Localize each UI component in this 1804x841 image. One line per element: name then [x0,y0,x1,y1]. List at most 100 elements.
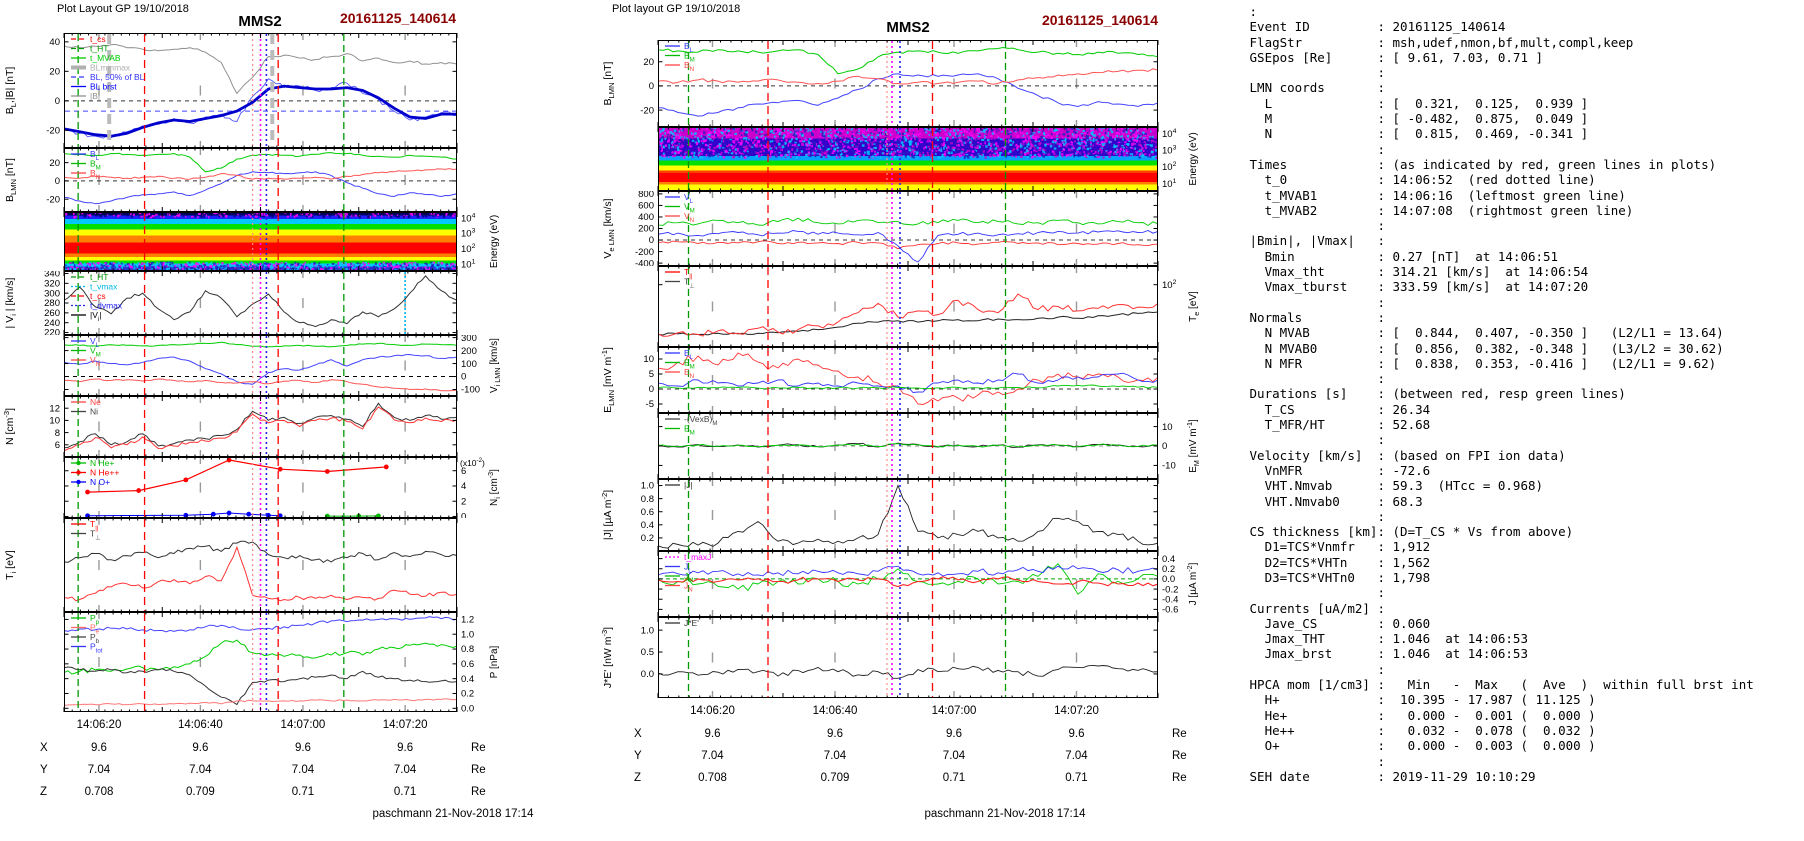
panel-te: 102 T||T⊥ Te [eV] [657,266,1201,347]
legend: J*E' [665,618,699,628]
series-EL [659,372,1157,393]
series-group [659,217,1157,263]
position-value: 0.71 [291,786,315,798]
y-tick-label: 10 [49,416,60,427]
y-axis-title: BL,|B| [nT] [4,67,18,115]
left-plot-layout-note: Plot Layout GP 19/10/2018 [57,3,189,15]
y-tick-label: -20 [46,126,60,137]
gray-gridstubs [98,33,406,148]
series-BN [65,168,456,180]
series-group [659,664,1157,679]
legend-label: t_HT [90,272,108,282]
position-value: 0.709 [820,772,850,784]
legend-label: t_cs [90,34,106,44]
legend-label: BLminmax [90,63,131,73]
y-tick-label: 20 [49,158,60,169]
y-tick-label: -5 [646,399,654,410]
right-axis-title: Vi LMN [km/s] [489,338,502,393]
plot-border [658,127,1158,191]
legend-label: T⊥ [90,529,101,542]
event-vlines [687,192,1007,265]
spectrogram-speckle [659,128,1157,160]
position-value: 9.6 [1068,728,1085,740]
right-tick-label: 0 [461,512,466,518]
series-Tpar [65,545,456,602]
right-tick-label: -10 [1162,461,1176,472]
y-tick-label: -20 [640,105,654,116]
series-EN [659,352,1157,405]
legend-label: VL [90,336,100,349]
time-tick-label: 14:07:20 [382,719,428,731]
y-axis-title: | Vi | [km/s] [4,277,18,328]
y-tick-label: 0 [649,235,654,246]
plot-border [64,612,457,712]
right-tick-label: 0.2 [1162,564,1175,575]
right-tick-label: 0.0 [461,703,474,712]
right-tick-label: -0.6 [1162,605,1178,616]
position-value: 9.6 [90,742,107,754]
y-tick-label: 12 [49,403,60,414]
legend-label: Ne [90,397,101,407]
series-Ne [65,406,456,451]
legend-label: t_vmax [90,282,118,292]
panel-em-vexb: 10 0 -10 -(VexB)MEM EM [mV m-1] [657,413,1201,479]
legend-label: t_maxJ [684,552,711,562]
legend-label: T|| [90,519,99,532]
legend-label: |Vi| [90,310,101,323]
legend-label: BL [90,149,100,162]
position-value: 0.708 [698,772,727,784]
position-value: 7.04 [701,750,724,762]
position-value: 7.04 [1065,750,1088,762]
right-tick-label: 102 [461,243,476,255]
y-tick-label: 0 [649,384,654,395]
legend-label: JN [684,581,693,594]
legend-label: VN [90,355,100,368]
plot-border [64,271,457,335]
y-tick-label: 40 [49,37,60,48]
legend-label: N He+ [90,458,114,468]
plot-border [64,518,457,612]
right-tick-label: 0.8 [461,644,474,655]
right-tick-label: 101 [1162,178,1177,190]
series-BM [659,46,1157,75]
y-tick-label: 340 [44,271,60,280]
panel-ion-spectrogram: 104 103 102 101 Energy (eV) [63,212,500,271]
legend-label: t_dvmax [90,301,123,311]
legend-label: t_HT [90,44,108,54]
y-tick-label: 8 [55,428,60,439]
legend-label: VM [684,202,695,215]
plot-border [658,191,1158,266]
panel-minor-ion-density: 6 4 2 0 (x10-2) N He+N He++N O+ Ni [cm-3] [63,457,502,518]
series-JE [659,664,1157,679]
y-tick-label: 800 [638,191,654,200]
position-unit: Re [1172,750,1187,762]
event-vlines [77,272,406,334]
right-tick-label: 0.4 [461,674,474,685]
y-tick-label: -200 [635,247,654,258]
event-info-text: : Event ID : 20161125_140614 FlagStr : m… [1249,4,1754,784]
right-tick-label: 300 [461,335,477,344]
panel-jmag: 1.0 0.8 0.6 0.4 0.2 |J| |J| [µA m-2] [600,479,1159,551]
series-Ni [65,402,456,449]
right-tick-label: 4 [461,481,466,492]
right-tick-label: 104 [1162,128,1177,140]
position-value: 0.708 [84,786,114,798]
plot-border [658,413,1158,479]
right-axis-title: Energy (eV) [489,215,500,268]
event-vlines [77,336,345,395]
middle-plot-title: MMS2 [886,19,930,36]
legend-label: T⊥ [684,277,695,290]
series-group [65,402,456,451]
time-tick-label: 14:07:20 [1054,705,1099,717]
time-tick-label: 14:07:00 [931,705,977,717]
y-tick-label: 1.0 [641,625,654,636]
right-tick-label: -0.4 [1162,594,1178,605]
right-tick-label: 6 [461,466,466,477]
